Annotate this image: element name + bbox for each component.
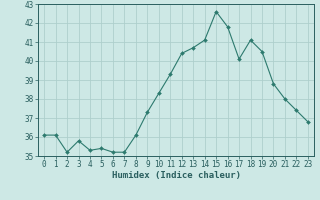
X-axis label: Humidex (Indice chaleur): Humidex (Indice chaleur) — [111, 171, 241, 180]
